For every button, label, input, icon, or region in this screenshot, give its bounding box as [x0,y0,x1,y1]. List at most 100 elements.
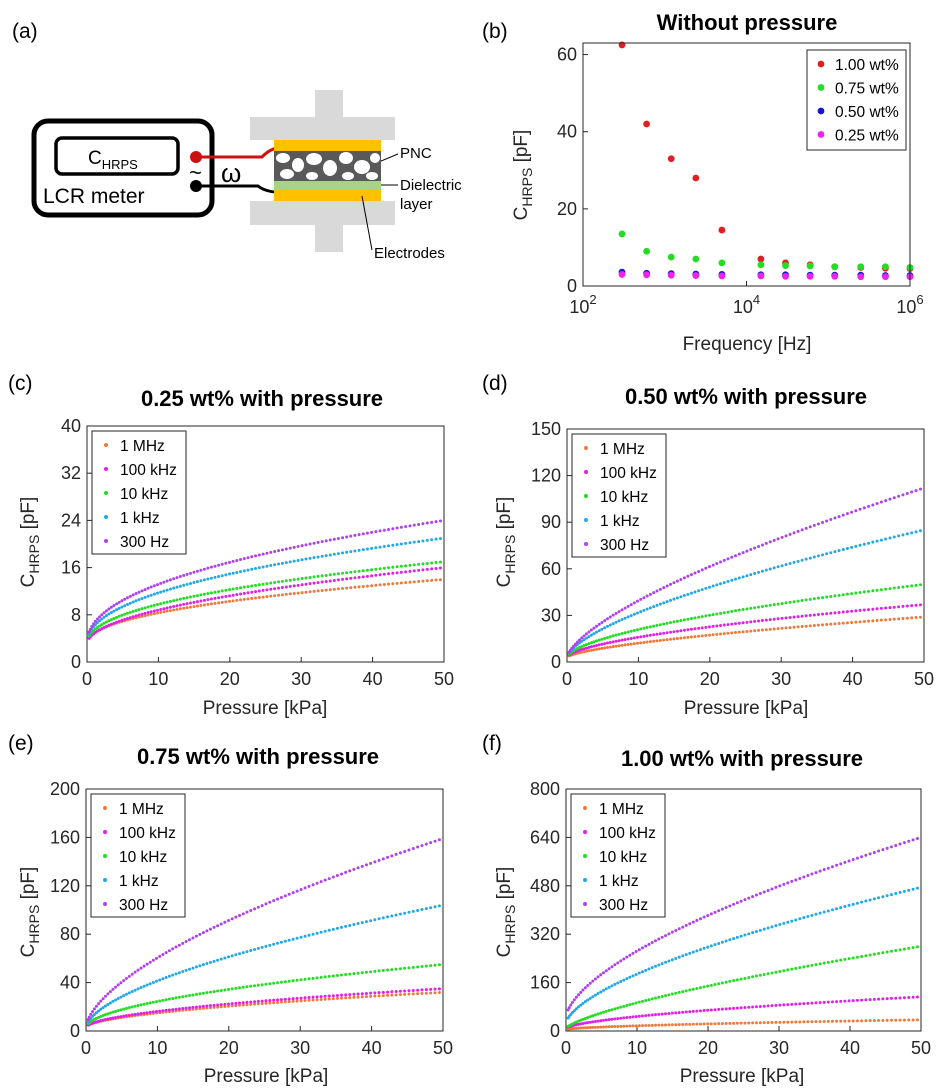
data-point [884,499,888,503]
data-point [730,609,734,613]
data-point [700,568,704,572]
data-point [857,263,865,271]
data-point [131,609,135,613]
data-point [872,850,876,854]
data-point [395,571,399,575]
data-point [223,920,227,924]
data-point [862,619,866,623]
data-point [854,620,858,624]
data-point [640,1014,644,1018]
data-point [94,1011,98,1015]
data-point [697,626,701,630]
data-point [291,891,295,895]
data-point [622,1024,626,1028]
data-point [421,539,425,543]
data-point [658,632,662,636]
data-point [114,1016,118,1020]
data-point [208,1004,212,1008]
data-point [760,628,764,632]
data-point [591,995,595,999]
data-point [788,532,792,536]
data-point [614,620,618,624]
data-point [188,994,192,998]
data-point [249,909,253,913]
data-point [360,995,364,999]
data-point [658,587,662,591]
data-point [597,647,601,651]
data-point [898,948,902,952]
data-point [134,599,138,603]
data-point [352,995,356,999]
data-point [344,870,348,874]
data-point [812,523,816,527]
data-point [692,272,700,279]
data-point [898,996,902,1000]
data-point [140,597,144,601]
data-point [103,1004,107,1008]
data-point [757,544,761,548]
data-point [650,966,654,970]
data-point [378,573,382,577]
data-point [782,262,789,269]
data-point [854,544,858,548]
data-point [604,969,608,973]
data-point [292,578,296,582]
data-point [774,970,778,974]
data-point [695,949,699,953]
legend-label: 1 kHz [600,513,640,530]
chart-d-title: 0.50 wt% with pressure [625,384,867,409]
data-point [691,1009,695,1013]
data-point [242,569,246,573]
data-point [308,542,312,546]
data-point [430,561,434,565]
data-point [296,544,300,548]
legend-label: 1 MHz [120,438,165,455]
data-point [881,263,889,271]
data-point [660,935,664,939]
data-point [881,997,885,1001]
data-point [855,856,859,860]
data-point [374,567,378,571]
data-point [394,993,398,997]
data-point [786,881,790,885]
data-point [871,607,875,611]
dielectric-label-2: layer [400,196,433,213]
data-point [774,1003,778,1007]
data-point [162,607,166,611]
data-point [749,629,753,633]
data-point [665,638,669,642]
data-point [629,636,633,640]
data-point [754,893,758,897]
data-point [257,596,261,600]
data-point [790,967,794,971]
data-point [864,1019,868,1023]
data-point [164,976,168,980]
data-point [230,917,234,921]
data-point [693,627,697,631]
electrodes-label: Electrodes [374,245,445,262]
data-point [620,643,624,647]
data-point [291,937,295,941]
data-point [272,998,276,1002]
data-point [617,632,621,636]
data-point [202,603,206,607]
data-point [300,583,304,587]
data-point [592,632,596,636]
data-point [149,585,153,589]
data-point [697,569,701,573]
data-point [847,903,851,907]
data-point [888,587,892,591]
data-point [256,999,260,1003]
data-point [595,643,599,647]
data-point [374,583,378,587]
data-point [915,1018,919,1022]
data-point [437,838,441,842]
data-point [722,558,726,562]
data-point [664,1023,668,1027]
data-point [335,996,339,1000]
data-point [265,582,269,586]
data-point [307,884,311,888]
data-point [303,999,307,1003]
data-point [611,622,615,626]
data-point [812,624,816,628]
